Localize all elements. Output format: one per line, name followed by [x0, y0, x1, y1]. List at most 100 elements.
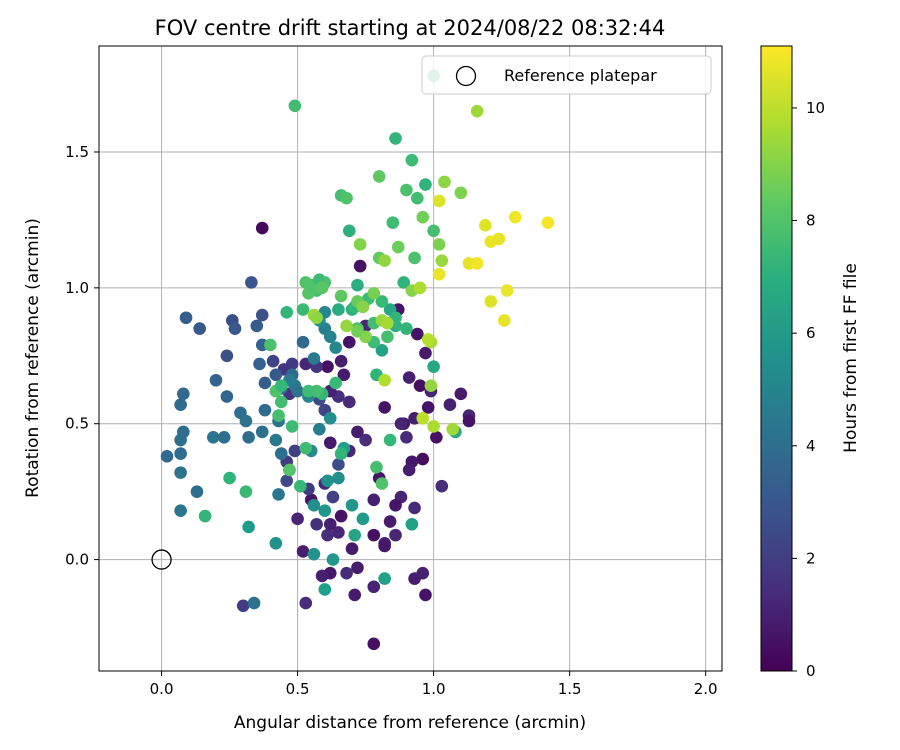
data-point — [291, 512, 304, 526]
data-point — [438, 175, 451, 189]
data-point — [307, 547, 321, 561]
y-axis-ticks: 0.0 0.5 1.0 1.5 — [65, 143, 99, 569]
data-point — [334, 509, 348, 523]
colorbar-tick-label: 2 — [806, 549, 816, 567]
data-point — [299, 596, 313, 610]
x-tick-label: 1.5 — [558, 680, 582, 698]
data-point — [446, 422, 459, 436]
data-point — [405, 153, 419, 167]
data-point — [389, 528, 402, 542]
data-point — [492, 232, 506, 246]
data-point — [367, 528, 381, 542]
data-point — [419, 346, 432, 360]
data-point — [427, 224, 440, 238]
data-point — [190, 485, 204, 498]
data-point — [351, 278, 364, 292]
data-point — [391, 240, 405, 254]
data-point — [416, 411, 430, 425]
data-point — [174, 466, 187, 479]
data-point — [353, 238, 367, 251]
data-point — [389, 498, 402, 512]
data-point — [419, 178, 432, 191]
data-point — [389, 132, 402, 145]
data-point — [411, 327, 424, 341]
data-point — [283, 463, 296, 477]
data-point — [402, 371, 416, 384]
data-point — [272, 488, 285, 501]
data-point — [323, 411, 337, 425]
data-point — [217, 431, 231, 444]
data-point — [348, 528, 362, 542]
y-tick-label: 1.5 — [65, 143, 89, 161]
data-point — [258, 403, 272, 417]
data-point — [351, 561, 364, 575]
data-point — [250, 319, 264, 333]
colorbar-tick-label: 0 — [806, 662, 816, 680]
data-point — [348, 588, 362, 602]
data-point — [402, 463, 416, 477]
y-tick-label: 0.0 — [65, 551, 89, 569]
data-point — [296, 335, 310, 349]
data-point — [239, 414, 253, 428]
data-point — [280, 474, 294, 488]
data-point — [323, 330, 337, 344]
data-point — [342, 395, 356, 409]
data-point — [310, 311, 323, 325]
data-point — [375, 295, 389, 308]
data-point — [253, 357, 266, 371]
data-point — [198, 509, 212, 523]
legend-label: Reference platepar — [504, 66, 657, 85]
data-point — [427, 360, 440, 373]
data-point — [508, 210, 522, 224]
data-point — [359, 433, 372, 447]
legend-box — [421, 55, 712, 95]
data-point — [228, 322, 242, 335]
data-point — [367, 493, 381, 507]
data-point — [321, 474, 334, 488]
data-point — [258, 376, 272, 390]
data-points — [151, 69, 555, 651]
data-point — [209, 373, 223, 387]
data-point — [432, 238, 446, 251]
data-point — [400, 431, 413, 444]
data-point — [424, 379, 438, 392]
data-point — [432, 194, 446, 208]
data-point — [381, 316, 394, 330]
data-point — [323, 517, 337, 531]
data-point — [386, 216, 400, 229]
data-point — [326, 553, 340, 566]
data-point — [353, 259, 367, 273]
data-point — [432, 267, 446, 281]
x-tick-label: 2.0 — [694, 680, 718, 698]
data-point — [326, 490, 340, 504]
data-point — [332, 458, 345, 471]
data-point — [323, 436, 337, 450]
data-point — [236, 599, 250, 613]
data-point — [255, 308, 269, 322]
data-point — [272, 409, 285, 422]
data-point — [288, 444, 302, 458]
data-point — [408, 251, 421, 265]
data-point — [294, 479, 307, 493]
y-tick-label: 0.5 — [65, 415, 89, 433]
colorbar-tick-label: 10 — [806, 99, 825, 117]
data-point — [321, 528, 334, 542]
data-point — [177, 387, 190, 401]
colorbar-gradient — [760, 45, 793, 672]
data-point — [239, 485, 253, 498]
data-point — [242, 520, 255, 534]
data-point — [443, 398, 457, 411]
x-tick-label: 0.5 — [286, 680, 310, 698]
data-point — [220, 390, 234, 403]
data-point — [372, 170, 386, 183]
data-point — [378, 539, 391, 553]
legend: Reference platepar — [421, 55, 712, 95]
data-point — [266, 354, 280, 368]
data-point — [299, 441, 313, 455]
data-point — [375, 344, 389, 357]
data-point — [345, 498, 359, 512]
data-point — [291, 384, 304, 398]
data-point — [541, 216, 555, 229]
data-point — [400, 322, 413, 335]
